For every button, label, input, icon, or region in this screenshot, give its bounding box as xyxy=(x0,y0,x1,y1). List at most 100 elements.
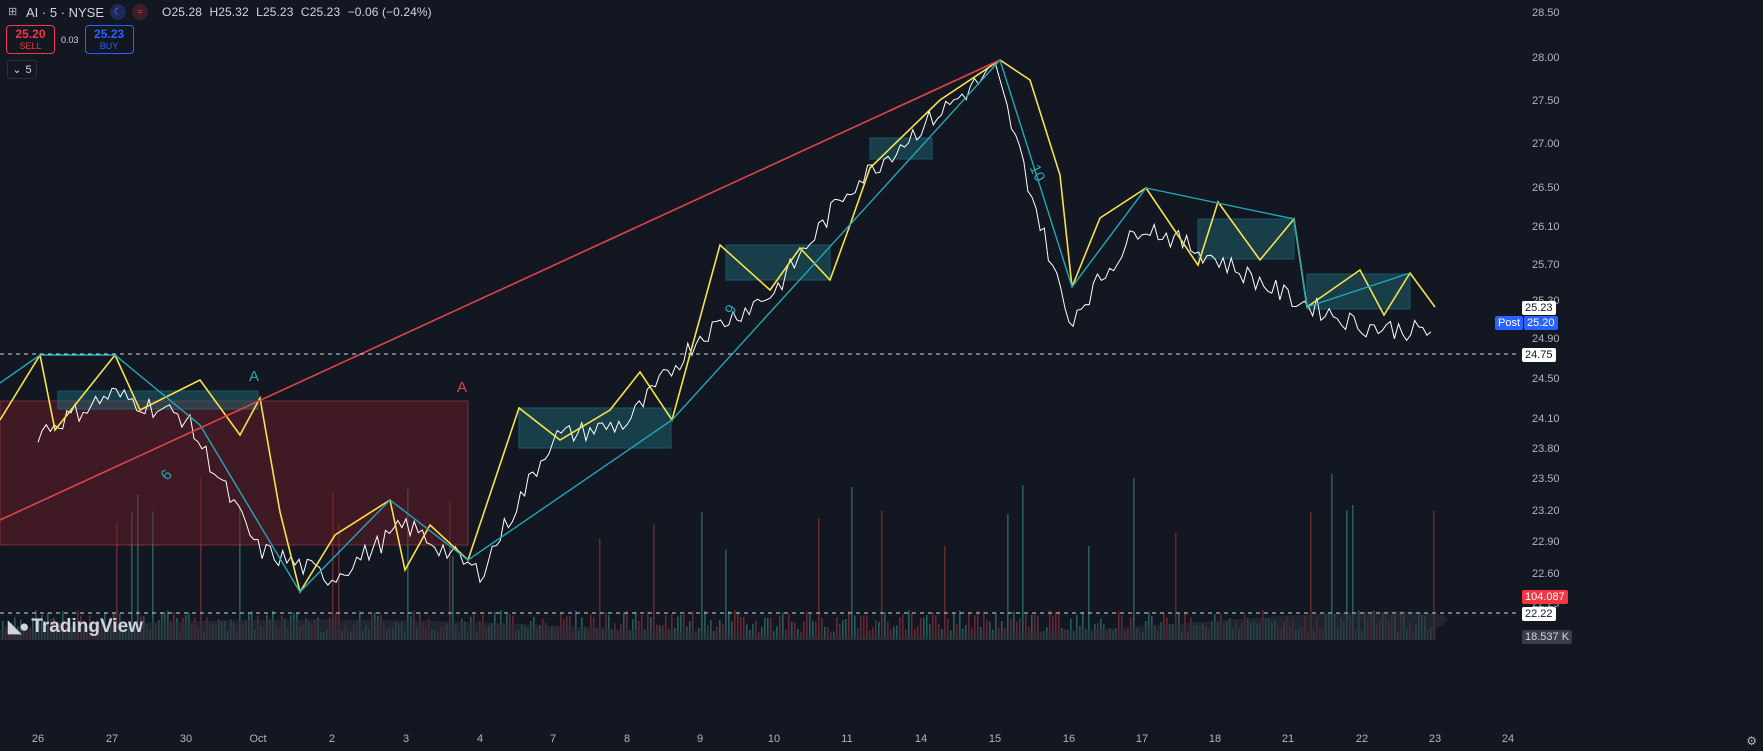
volume-bar xyxy=(977,610,979,640)
market-status-icon[interactable]: ☾ xyxy=(110,4,127,20)
volume-bar xyxy=(632,619,634,640)
teal-zone[interactable] xyxy=(869,137,933,160)
volume-bar xyxy=(719,620,721,640)
menu-icon[interactable]: ⊞ xyxy=(8,6,18,18)
time-axis[interactable]: 26 27 30 Oct 2 3 4 7 8 9 10 11 14 15 16 17 18 21 22 23 24 xyxy=(32,733,1514,745)
settings-gear-icon[interactable]: ⚙ xyxy=(1746,734,1757,748)
teal-zone[interactable] xyxy=(1306,273,1411,310)
volume-bar xyxy=(689,621,691,640)
zigzag-wave[interactable] xyxy=(0,59,1436,595)
volume-bar xyxy=(803,621,805,640)
volume-bar xyxy=(905,629,907,640)
volume-bar xyxy=(971,627,973,640)
time-tick-label: 8 xyxy=(624,733,630,745)
volume-bar xyxy=(1433,510,1435,640)
price-tick-label: 24.50 xyxy=(1532,373,1560,385)
volume-bar xyxy=(1037,615,1039,640)
time-tick-label: 4 xyxy=(477,733,483,745)
volume-bar xyxy=(650,617,652,640)
teal-wave[interactable] xyxy=(0,58,1411,594)
volume-bar xyxy=(1016,621,1018,640)
wave-label[interactable]: A xyxy=(457,379,467,396)
volume-bar xyxy=(722,623,724,640)
volume-histogram xyxy=(0,474,1448,640)
volume-bar xyxy=(671,614,673,640)
indicators-collapse-button[interactable]: ⌄ 5 xyxy=(7,60,37,79)
time-tick-label: 2 xyxy=(329,733,335,745)
volume-bar xyxy=(599,538,601,640)
volume-bar xyxy=(35,610,37,640)
buy-button[interactable]: 25.23 BUY xyxy=(84,25,134,54)
teal-zone[interactable] xyxy=(518,407,672,449)
volume-bar xyxy=(677,616,679,640)
volume-gray-tag: 18.537 K xyxy=(1522,630,1573,644)
volume-bar xyxy=(608,615,610,640)
volume-bar xyxy=(1070,618,1072,640)
time-tick-label: 3 xyxy=(403,733,409,745)
volume-bar xyxy=(881,510,883,640)
volume-ma-area xyxy=(0,611,1448,640)
teal-zone[interactable] xyxy=(725,244,831,281)
volume-bar xyxy=(755,620,757,640)
volume-bar xyxy=(116,521,118,640)
volume-bar xyxy=(635,611,637,640)
volume-bar xyxy=(854,615,856,640)
red-trendline[interactable] xyxy=(0,59,1001,521)
volume-bar xyxy=(1049,610,1051,640)
sell-price: 25.20 xyxy=(15,26,46,41)
price-tick-label: 23.80 xyxy=(1532,443,1560,455)
volume-bar xyxy=(1001,621,1003,640)
volume-bar xyxy=(785,629,787,640)
volume-bar xyxy=(818,518,820,640)
volume-bar xyxy=(884,612,886,640)
volume-bar xyxy=(809,614,811,640)
data-problem-icon[interactable]: ≈ xyxy=(132,4,149,20)
red-zone[interactable] xyxy=(0,400,469,546)
volume-bar xyxy=(1058,611,1060,640)
volume-bar xyxy=(701,512,703,640)
price-tick-label: 22.60 xyxy=(1532,568,1560,580)
volume-bar xyxy=(623,612,625,640)
volume-bar xyxy=(743,617,745,640)
time-tick-label: 22 xyxy=(1356,733,1368,745)
time-tick-label: 15 xyxy=(989,733,1001,745)
wave-label[interactable]: 10 xyxy=(1026,162,1048,184)
volume-bar xyxy=(806,611,808,640)
volume-bar xyxy=(704,611,706,640)
volume-bar xyxy=(776,626,778,640)
volume-bar xyxy=(995,612,997,640)
time-tick-label: 21 xyxy=(1282,733,1294,745)
volume-bar xyxy=(872,627,874,640)
wave-label[interactable]: A xyxy=(249,368,259,385)
volume-bar xyxy=(860,616,862,640)
volume-bar xyxy=(953,613,955,640)
symbol-title[interactable]: AI · 5 · NYSE xyxy=(26,4,105,20)
volume-bar xyxy=(908,610,910,640)
time-tick-label: 30 xyxy=(180,733,192,745)
symbol-legend: ⊞ AI · 5 · NYSE ☾ ≈ O25.28 H25.32 L25.23… xyxy=(8,3,436,21)
volume-bar xyxy=(1007,514,1009,640)
pattern-zones xyxy=(0,137,1411,546)
volume-bar xyxy=(1013,611,1015,640)
volume-bar xyxy=(914,628,916,640)
post-market-label: Post xyxy=(1495,316,1524,330)
price-tick-label: 22.90 xyxy=(1532,536,1560,548)
volume-bar xyxy=(788,613,790,640)
volume-bar xyxy=(1010,619,1012,640)
volume-bar xyxy=(935,615,937,640)
tradingview-logo[interactable]: ◣● TradingView xyxy=(8,616,143,638)
sell-button[interactable]: 25.20 SELL xyxy=(6,25,55,54)
volume-bar xyxy=(794,622,796,640)
volume-bar xyxy=(947,618,949,640)
teal-zone[interactable] xyxy=(1197,218,1295,260)
volume-bar xyxy=(1346,510,1348,640)
volume-bar xyxy=(728,610,730,640)
time-tick-label: 7 xyxy=(550,733,556,745)
volume-bar xyxy=(1148,611,1150,640)
teal-zone[interactable] xyxy=(57,390,259,410)
change-value: −0.06 (−0.24%) xyxy=(347,5,432,19)
volume-bar xyxy=(746,624,748,640)
buy-price: 25.23 xyxy=(94,26,125,41)
dashed-level-tag: 24.75 xyxy=(1522,348,1556,362)
